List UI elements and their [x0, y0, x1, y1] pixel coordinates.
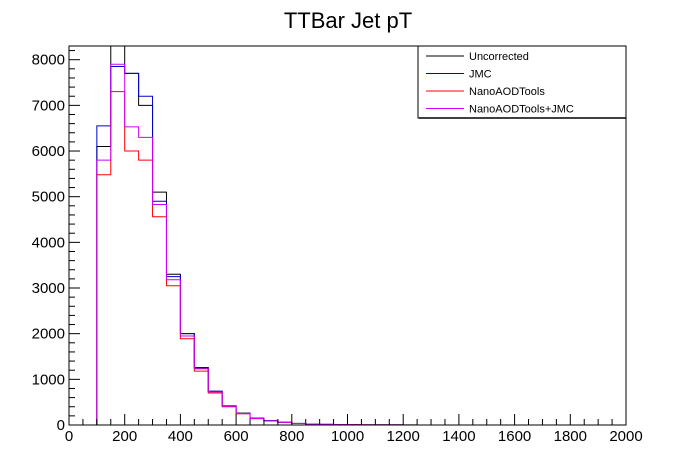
legend-items: Uncorrected JMC NanoAODTools NanoAODTools+J…: [426, 51, 574, 116]
x-tick-label: 1000: [331, 428, 364, 445]
y-tick-label: 1000: [32, 371, 65, 388]
y-tick-label: 4000: [32, 234, 65, 251]
x-tick-label: 1400: [442, 428, 475, 445]
y-tick-label: 0: [57, 417, 65, 434]
x-tick-label: 800: [279, 428, 304, 445]
legend-label: NanoAODTools+JMC: [469, 104, 574, 116]
x-tick-label: 0: [65, 428, 73, 445]
legend-label: Uncorrected: [469, 51, 529, 63]
y-tick-label: 6000: [32, 143, 65, 160]
x-tick-label: 600: [224, 428, 249, 445]
y-tick-label: 2000: [32, 326, 65, 343]
chart-title: TTBar Jet pT: [284, 8, 412, 33]
y-tick-label: 3000: [32, 280, 65, 297]
x-tick-label: 1800: [554, 428, 587, 445]
x-tick-label: 2000: [609, 428, 642, 445]
y-tick-label: 7000: [32, 97, 65, 114]
y-tick-label: 8000: [32, 52, 65, 69]
x-tick-label: 200: [112, 428, 137, 445]
legend-label: NanoAODTools: [469, 86, 545, 98]
legend-box: [417, 45, 627, 119]
legend-label: JMC: [469, 69, 492, 81]
axis-layer: 0 200 400 600 800 1000 1200 1400 1600 1800 2000 0 10…: [32, 50, 643, 445]
x-tick-label: 1200: [387, 428, 420, 445]
legend: Uncorrected JMC NanoAODTools NanoAODTools+J…: [417, 45, 627, 119]
x-tick-label: 400: [168, 428, 193, 445]
x-tick-label: 1600: [498, 428, 531, 445]
y-tick-label: 5000: [32, 189, 65, 206]
